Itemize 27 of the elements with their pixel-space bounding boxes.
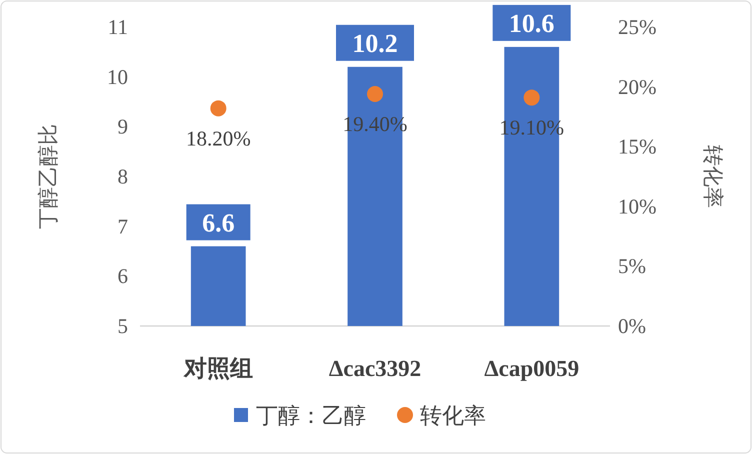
point [210, 100, 226, 116]
y-tick-label: 11 [108, 15, 128, 39]
y2-tick-label: 25% [618, 15, 656, 39]
y2-tick-label: 10% [618, 194, 656, 218]
y-axis-title: 丁醇乙醇比 [36, 124, 60, 229]
x-tick-label: Δcac3392 [328, 356, 422, 381]
x-tick-label: 对照组 [182, 356, 253, 381]
legend-label: 丁醇：乙醇 [256, 404, 366, 429]
y2-tick-label: 20% [618, 74, 656, 99]
y-tick-label: 9 [118, 114, 128, 139]
y-tick-label: 5 [118, 314, 128, 338]
y2-tick-label: 5% [618, 254, 646, 278]
x-tick-label: Δcap0059 [484, 356, 580, 381]
point [524, 90, 540, 106]
data-label: 6.6 [202, 208, 235, 238]
data-label: 18.20% [186, 126, 251, 150]
data-label: 10.2 [352, 28, 398, 58]
legend-label: 转化率 [420, 404, 486, 429]
y2-tick-label: 15% [618, 134, 656, 159]
data-label: 10.6 [508, 8, 554, 38]
y-tick-label: 6 [118, 264, 128, 288]
y-tick-label: 7 [118, 214, 128, 238]
y-tick-label: 8 [118, 164, 128, 188]
y-tick-label: 10 [107, 64, 128, 89]
y2-tick-label: 0% [618, 314, 646, 338]
point [367, 86, 383, 102]
y2-axis-title: 转化率 [701, 145, 725, 208]
